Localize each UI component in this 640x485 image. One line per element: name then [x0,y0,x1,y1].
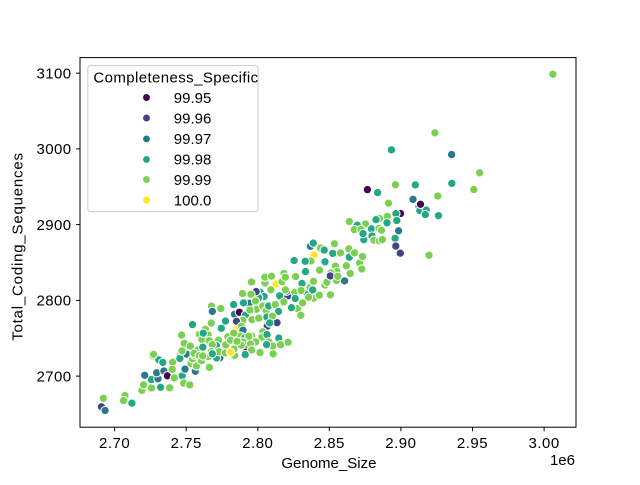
svg-text:2700: 2700 [37,368,72,385]
svg-text:100.0: 100.0 [174,192,212,209]
svg-text:1e6: 1e6 [550,452,575,469]
svg-text:2.75: 2.75 [171,435,202,452]
svg-text:3000: 3000 [37,141,72,158]
svg-text:99.97: 99.97 [174,131,212,148]
svg-text:3.00: 3.00 [528,435,559,452]
svg-text:2800: 2800 [37,293,72,310]
svg-text:2.70: 2.70 [99,435,130,452]
svg-text:3100: 3100 [37,65,72,82]
svg-text:Total_Coding_Sequences: Total_Coding_Sequences [10,152,27,341]
svg-text:2.90: 2.90 [385,435,416,452]
svg-text:Genome_Size: Genome_Size [281,455,376,472]
svg-text:99.96: 99.96 [174,110,212,127]
svg-text:2900: 2900 [37,217,72,234]
svg-text:99.99: 99.99 [174,172,212,189]
svg-text:99.98: 99.98 [174,152,212,169]
svg-text:Completeness_Specific: Completeness_Specific [93,69,258,86]
svg-text:2.85: 2.85 [314,435,345,452]
svg-text:2.95: 2.95 [457,435,488,452]
svg-text:2.80: 2.80 [242,435,273,452]
svg-text:99.95: 99.95 [174,90,212,107]
